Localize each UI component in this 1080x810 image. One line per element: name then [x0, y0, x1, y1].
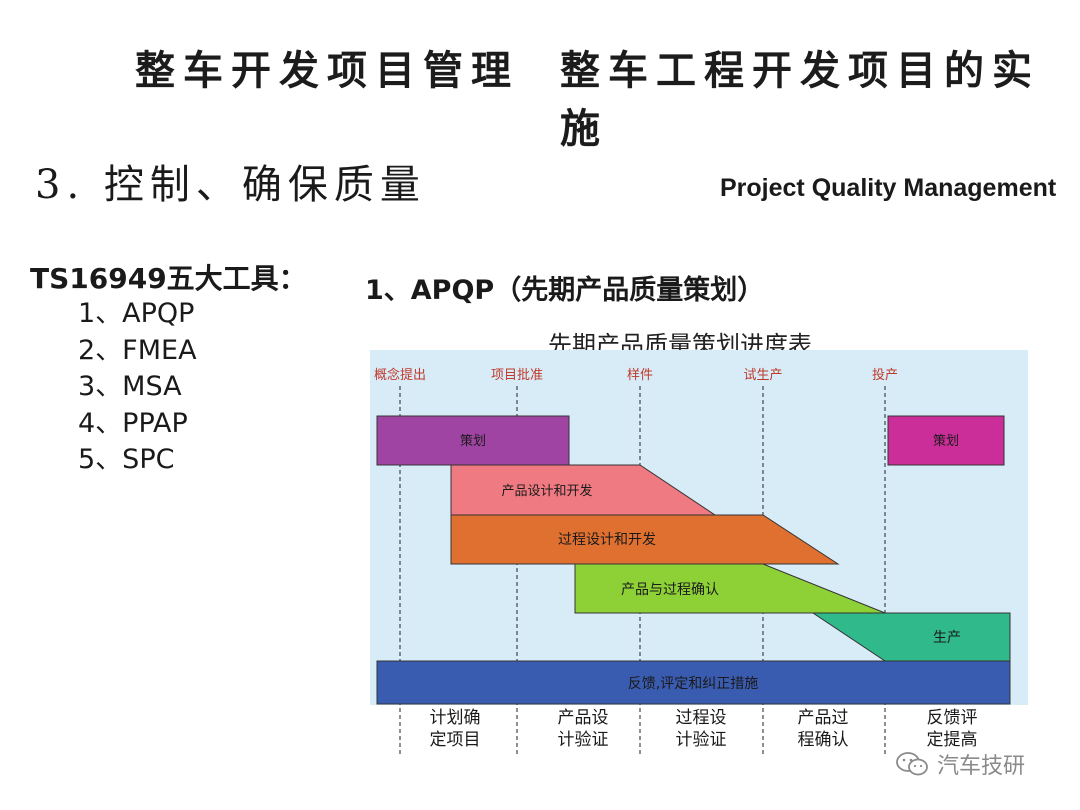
phase-label: 反馈评	[927, 708, 978, 728]
phase-label: 过程设	[676, 708, 727, 728]
phase-label: 定提高	[927, 730, 978, 750]
apqp-timeline-svg: 概念提出 项目批准 样件 试生产 投产 策划 产品设计和开发 过程设计和开发 产…	[370, 350, 1028, 755]
bar-label: 产品与过程确认	[621, 582, 719, 598]
phase-label: 计划确	[430, 708, 481, 728]
apqp-title: 1、APQP（先期产品质量策划）	[365, 275, 765, 306]
tool-item: 4、PPAP	[78, 407, 188, 439]
phase-label: 计验证	[676, 730, 727, 750]
bar-planning-next	[887, 415, 1005, 466]
tools-title: TS16949五大工具：	[30, 262, 307, 295]
phase-label: 程确认	[798, 730, 849, 750]
header-right-title: 整车工程开发项目的实施	[560, 47, 1040, 152]
tool-item: 5、SPC	[78, 444, 175, 475]
watermark: 汽车技研	[895, 748, 1025, 780]
wechat-icon	[895, 751, 931, 777]
milestone-label: 项目批准	[491, 368, 543, 383]
section-subtitle-en: Project Quality Management	[720, 174, 1057, 202]
tool-item: 2、FMEA	[78, 334, 197, 366]
header-left-title: 整车开发项目管理	[135, 47, 519, 94]
bar-feedback	[376, 660, 1011, 705]
bar-label: 策划	[933, 433, 959, 449]
milestone-label: 试生产	[743, 368, 782, 383]
bar-label: 产品设计和开发	[501, 483, 592, 499]
bar-label: 生产	[933, 630, 961, 646]
bar-label: 过程设计和开发	[558, 532, 656, 548]
milestone-label: 样件	[627, 368, 653, 383]
bar-process-design	[450, 514, 840, 565]
apqp-timeline-chart: 概念提出 项目批准 样件 试生产 投产 策划 产品设计和开发 过程设计和开发 产…	[355, 350, 1030, 760]
tools-list: 1、APQP 2、FMEA 3、MSA 4、PPAP 5、SPC	[78, 296, 197, 479]
milestone-label: 概念提出	[374, 367, 426, 383]
section-title: 3. 控制、确保质量	[35, 162, 426, 208]
bar-label: 策划	[460, 433, 486, 449]
watermark-text: 汽车技研	[937, 754, 1026, 779]
phase-label: 产品过	[798, 708, 849, 728]
milestone-label: 投产	[872, 367, 898, 383]
tool-item: 3、MSA	[78, 371, 182, 402]
phase-label: 定项目	[430, 730, 481, 750]
bar-label: 反馈,评定和纠正措施	[628, 676, 758, 692]
phase-label: 计验证	[558, 730, 609, 750]
bar-planning	[376, 415, 570, 466]
phase-label: 产品设	[558, 708, 609, 728]
tool-item: 1、APQP	[78, 298, 195, 329]
